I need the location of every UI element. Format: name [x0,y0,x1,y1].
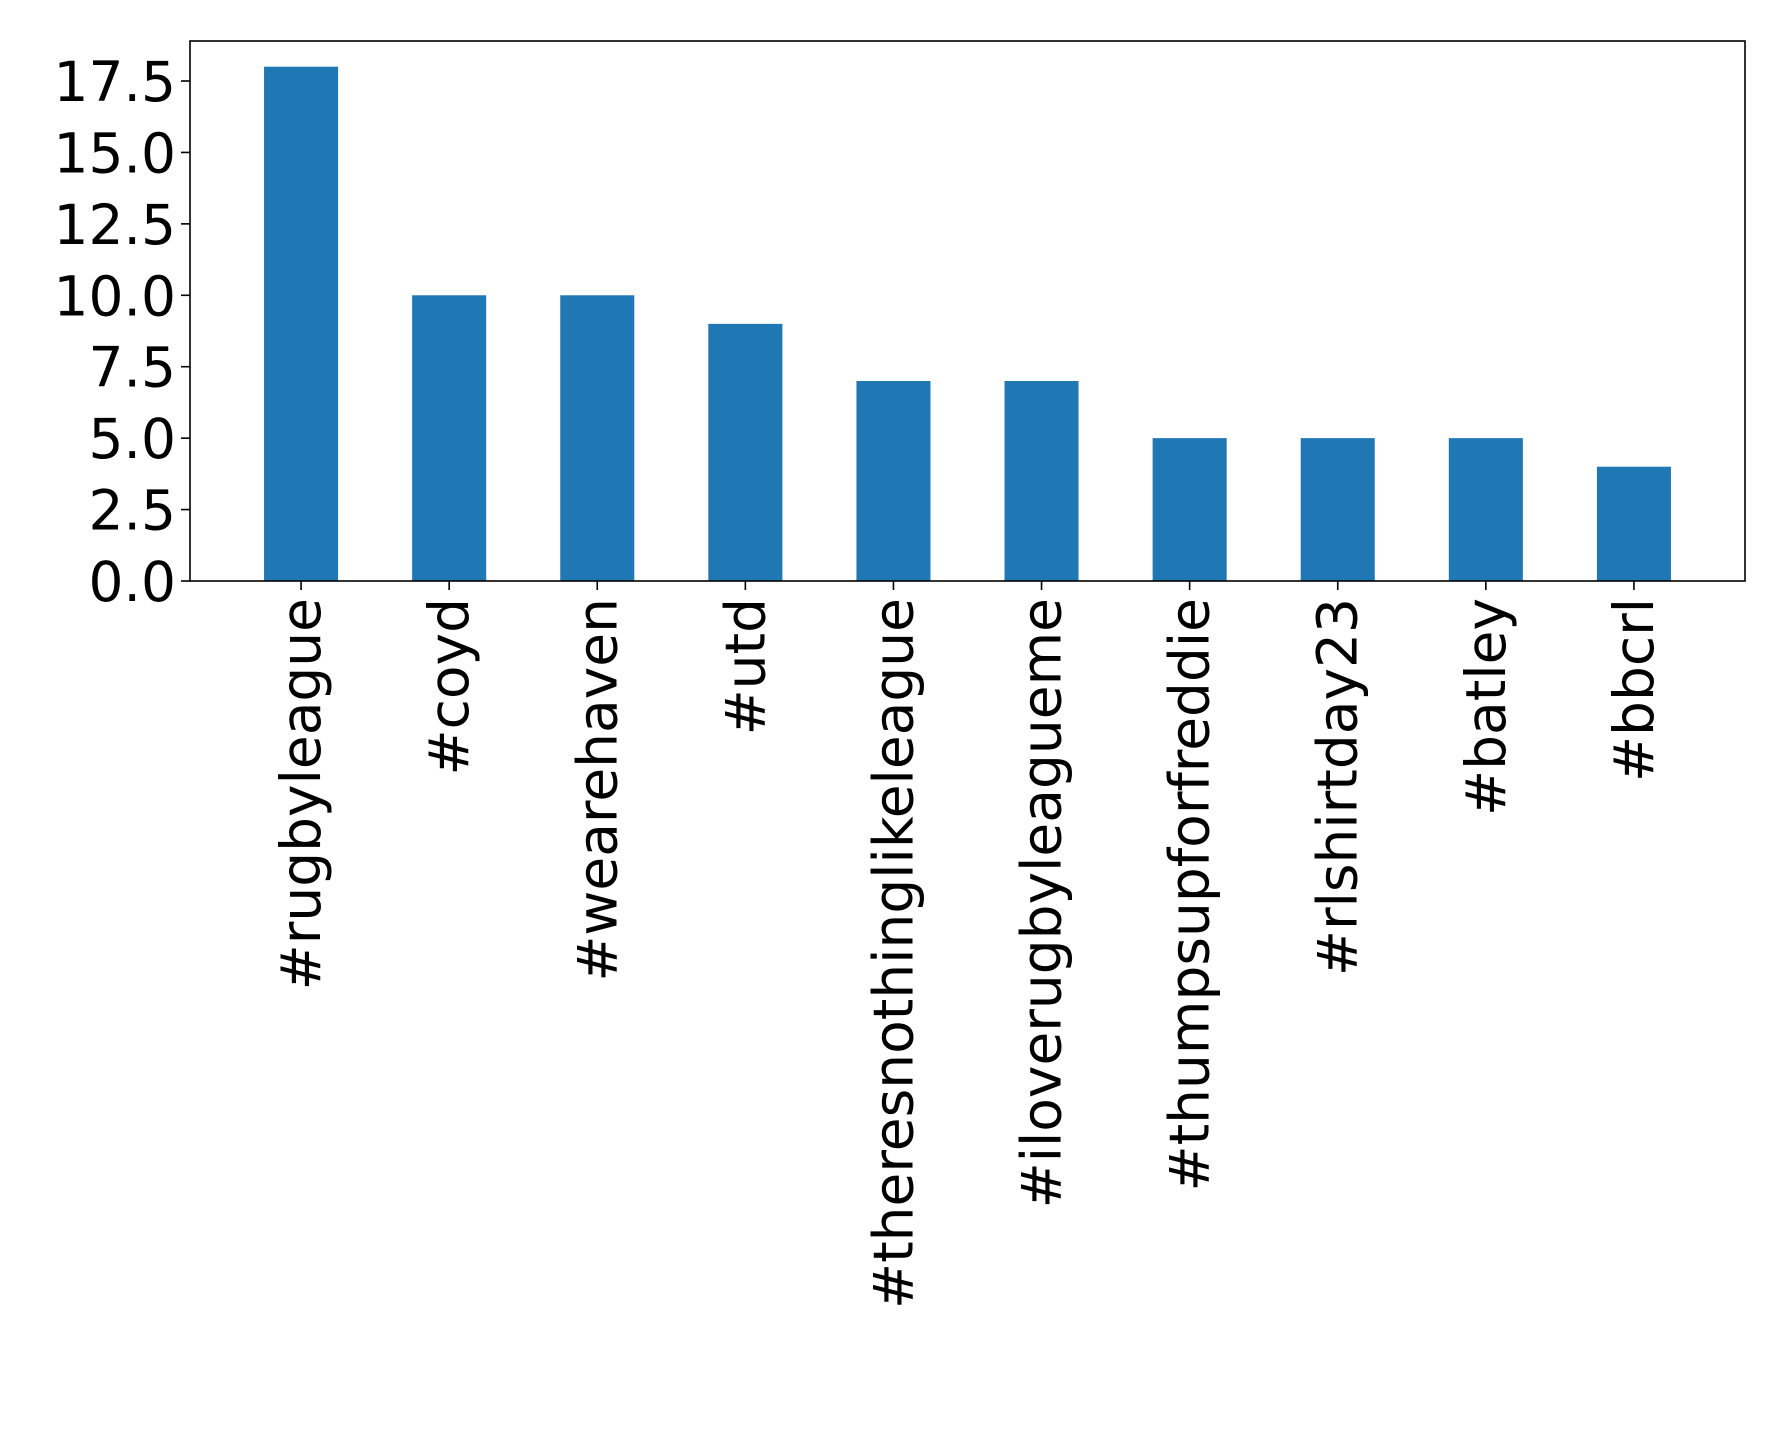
y-tick-label: 15.0 [54,121,176,185]
y-tick-label: 2.5 [89,479,176,543]
x-tick-label: #coyd [417,598,481,775]
bar [412,295,487,581]
x-tick-label: #rugbyleague [269,598,333,990]
y-axis: 0.0 2.5 5.0 7.5 10.0 12.5 15.0 17.5 [54,50,190,614]
bar [1596,466,1671,581]
plot-frame [189,40,1746,582]
y-tick-label: 0.0 [89,550,176,614]
x-tick-label: #bbcrl [1602,598,1666,782]
x-tick-label: #thumpsupforfreddie [1158,598,1222,1191]
y-tick-label: 17.5 [54,50,176,114]
bar [264,66,339,581]
x-axis: #rugbyleague #coyd #wearehaven #utd #theresn… [269,581,1666,1309]
bar [1152,438,1227,581]
x-tick-label: #rlshirtday23 [1306,598,1370,976]
x-tick-label: #theresnothinglikeleague [861,598,925,1309]
y-tick-label: 12.5 [54,193,176,257]
bars [264,66,1671,581]
y-tick-label: 7.5 [89,336,176,400]
bar [1448,438,1523,581]
x-tick-label: #wearehaven [565,598,629,982]
bar [708,323,783,581]
x-tick-label: #batley [1454,598,1518,816]
bar [1004,381,1079,581]
bar [560,295,635,581]
bar [1300,438,1375,581]
y-tick-label: 10.0 [54,264,176,328]
x-tick-label: #iloverugbyleagueme [1010,598,1074,1208]
x-tick-label: #utd [713,598,777,735]
y-tick-label: 5.0 [89,407,176,471]
bar [856,381,931,581]
